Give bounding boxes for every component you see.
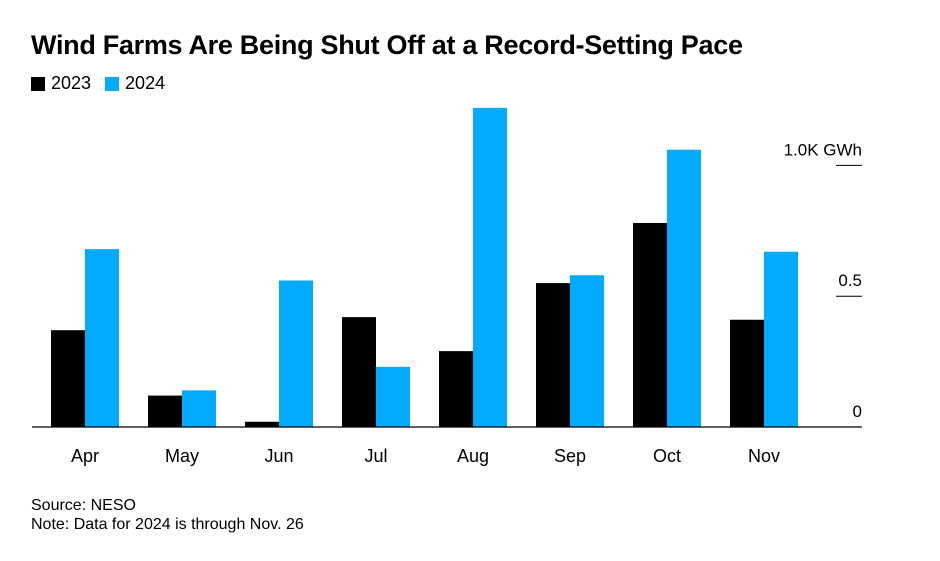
legend-item-2023: 2023 — [31, 73, 91, 94]
bar-2024-jun — [279, 280, 313, 427]
x-tick-label-aug: Aug — [457, 446, 489, 466]
legend-label-2023: 2023 — [51, 73, 92, 93]
bar-2023-oct — [633, 222, 667, 427]
legend-item-2024: 2024 — [105, 73, 165, 94]
legend-swatch-2023 — [31, 76, 45, 91]
bar-2023-aug — [439, 351, 473, 427]
bar-2023-jun — [245, 421, 279, 427]
legend: 2023 2024 — [31, 73, 179, 94]
bar-2024-jul — [376, 366, 410, 427]
bar-2023-jul — [342, 317, 376, 427]
bar-2024-aug — [473, 107, 507, 428]
bar-2024-may — [182, 390, 216, 427]
x-tick-label-oct: Oct — [653, 446, 681, 466]
data-note: Note: Data for 2024 is through Nov. 26 — [31, 516, 304, 533]
bar-2024-oct — [667, 149, 701, 428]
x-tick-label-may: May — [165, 446, 199, 466]
y-tick-label-2: 1.0K GWh — [784, 140, 862, 159]
chart-title: Wind Farms Are Being Shut Off at a Recor… — [31, 30, 743, 60]
y-tick-label-1: 0.5 — [838, 271, 862, 290]
x-tick-label-nov: Nov — [748, 446, 780, 466]
legend-label-2024: 2024 — [125, 73, 166, 93]
source-note: Source: NESO — [31, 497, 136, 514]
x-tick-label-jul: Jul — [364, 446, 387, 466]
bar-2024-sep — [570, 275, 604, 427]
legend-swatch-2024 — [105, 76, 120, 91]
x-tick-label-jun: Jun — [264, 446, 293, 466]
x-tick-label-apr: Apr — [71, 446, 99, 466]
bar-2024-nov — [764, 251, 798, 427]
y-tick-label-0: 0 — [853, 402, 862, 421]
bar-2023-nov — [730, 319, 764, 427]
bar-2023-sep — [536, 283, 570, 427]
bar-2024-apr — [85, 249, 119, 427]
x-tick-label-sep: Sep — [554, 446, 586, 466]
bar-2023-may — [148, 395, 182, 427]
bar-2023-apr — [51, 330, 85, 427]
chart-footer: Source: NESO Note: Data for 2024 is thro… — [31, 496, 304, 534]
